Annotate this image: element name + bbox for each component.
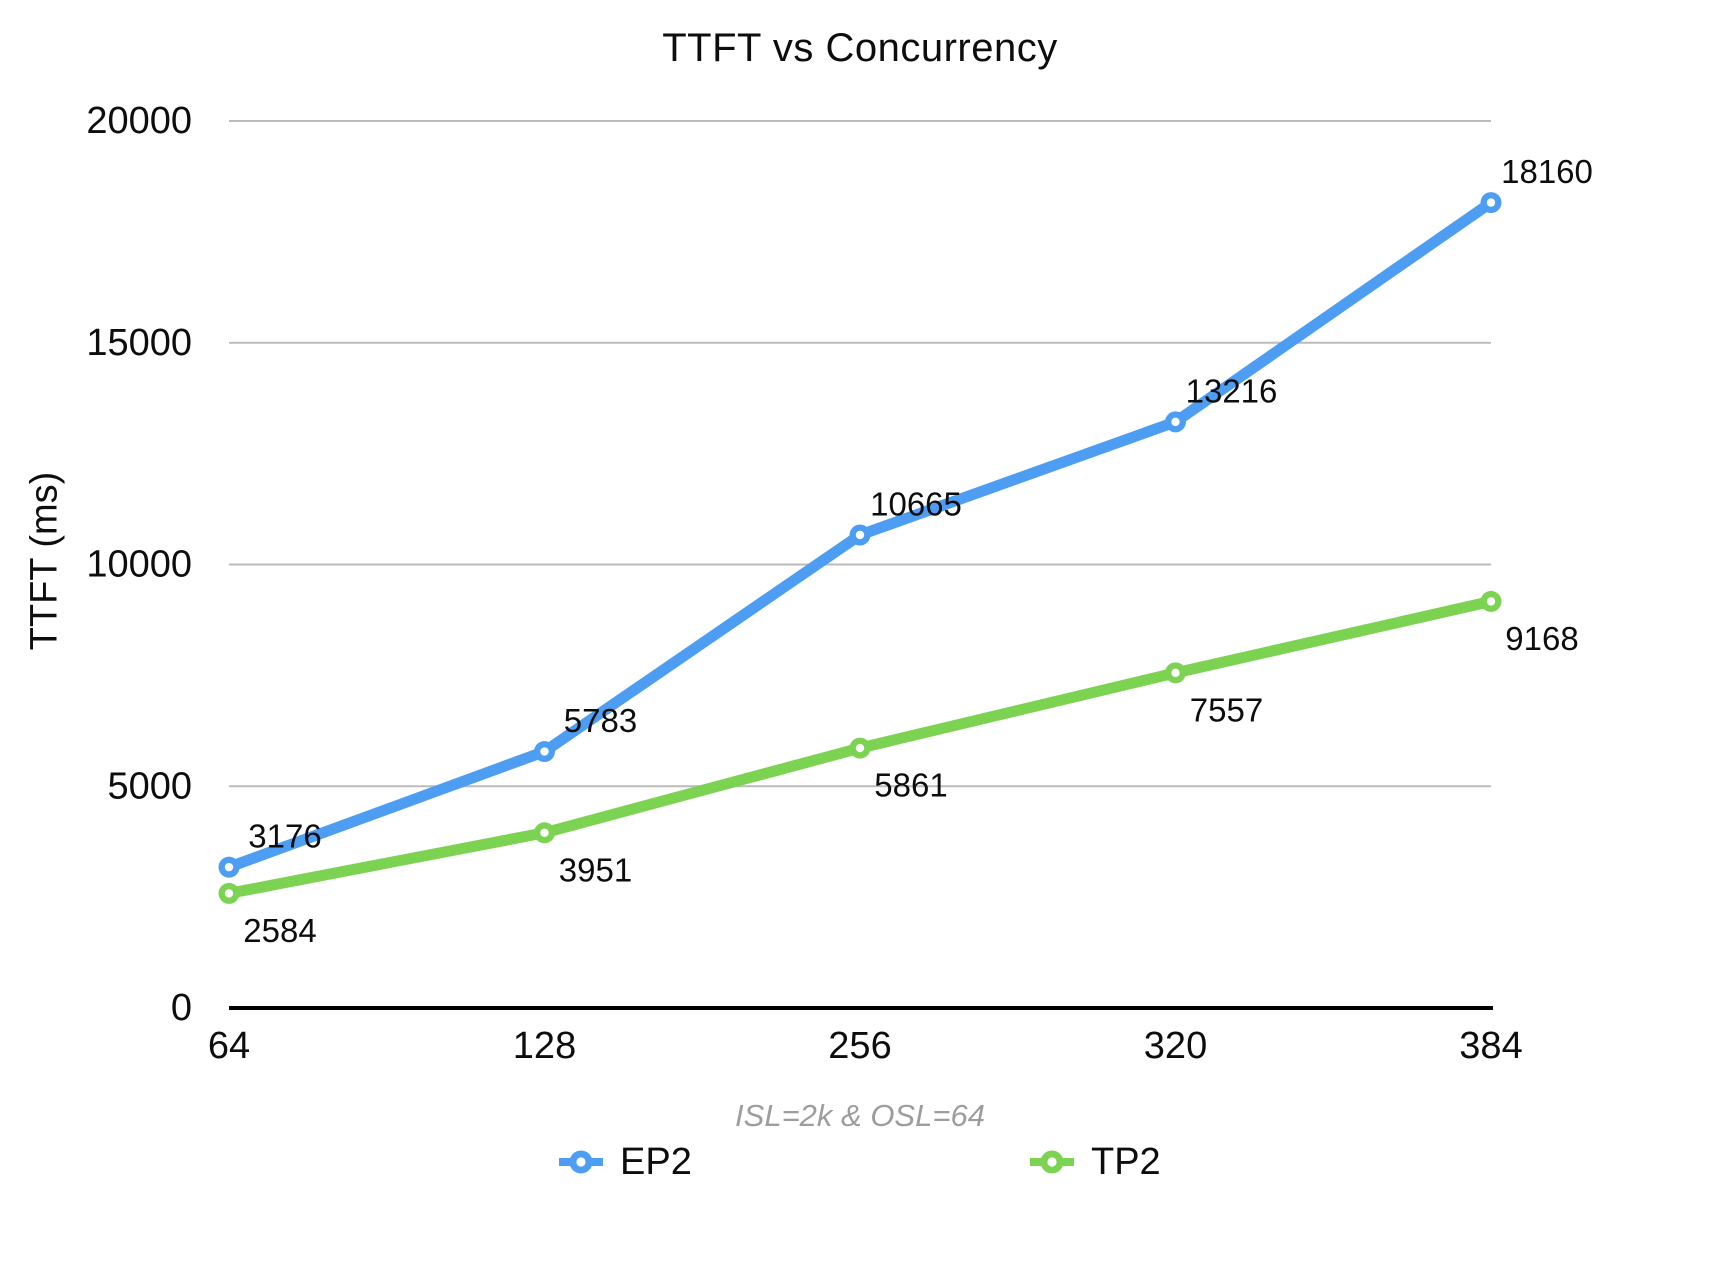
legend-item-tp2: TP2 (1029, 1140, 1161, 1184)
data-point-marker-hole (1486, 198, 1496, 207)
x-tick-label: 64 (208, 1025, 250, 1067)
data-point-marker-hole (540, 828, 549, 837)
data-point-marker-hole (224, 862, 234, 872)
x-axis-note: ISL=2k & OSL=64 (735, 1098, 985, 1133)
data-label-tp2: 7557 (1190, 691, 1263, 728)
y-tick-label: 15000 (86, 322, 192, 364)
x-tick-label: 384 (1459, 1025, 1522, 1067)
y-tick-label: 20000 (86, 100, 192, 142)
y-tick-label: 5000 (107, 765, 192, 807)
data-label-ep2: 13216 (1186, 372, 1278, 409)
data-label-ep2: 18160 (1501, 153, 1593, 190)
data-point-marker-hole (855, 743, 865, 753)
data-point-marker-hole (224, 889, 234, 898)
y-tick-label: 0 (171, 987, 192, 1029)
x-tick-label: 320 (1144, 1025, 1207, 1067)
legend-item-ep2: EP2 (558, 1140, 692, 1184)
data-label-ep2: 3176 (248, 818, 321, 855)
y-axis-title: TTFT (ms) (23, 471, 66, 651)
y-tick-label: 10000 (86, 544, 192, 586)
legend-label-ep2: EP2 (620, 1140, 692, 1183)
data-point-marker-hole (1171, 417, 1180, 427)
legend-marker-tp2-icon (1030, 1150, 1074, 1174)
legend-label-tp2: TP2 (1091, 1140, 1161, 1183)
data-label-ep2: 10665 (870, 486, 962, 523)
data-label-tp2: 9168 (1505, 620, 1578, 657)
data-point-marker-hole (1486, 597, 1496, 606)
x-tick-label: 256 (828, 1025, 891, 1067)
data-label-tp2: 5861 (874, 767, 947, 804)
data-label-tp2: 3951 (559, 851, 632, 888)
data-label-ep2: 5783 (564, 702, 637, 739)
legend-marker-ep2-icon (559, 1150, 603, 1174)
data-point-marker-hole (855, 530, 865, 540)
data-label-tp2: 2584 (243, 912, 316, 949)
chart-title: TTFT vs Concurrency (662, 26, 1058, 70)
data-point-marker-hole (540, 747, 549, 756)
x-tick-label: 128 (513, 1025, 576, 1067)
data-point-marker-hole (1171, 668, 1180, 678)
